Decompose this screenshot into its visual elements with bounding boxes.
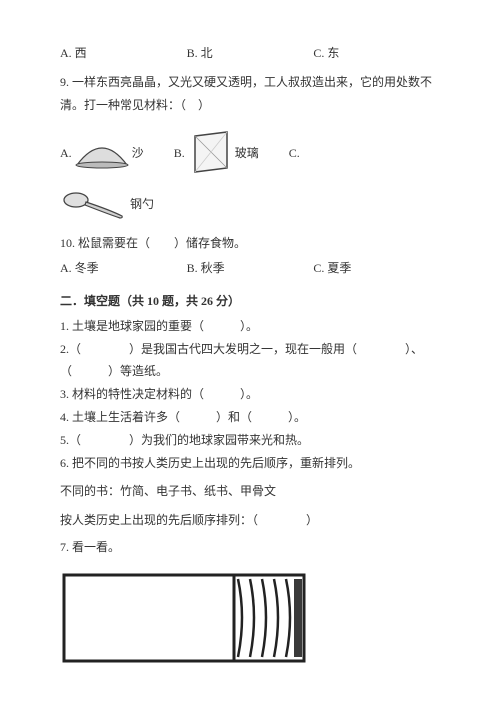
q9-opt-d: 钢勺 xyxy=(60,186,154,222)
section2-title: 二．填空题（共 10 题，共 26 分） xyxy=(60,290,440,313)
q9-options-row2: 钢勺 xyxy=(60,186,440,222)
q10-options: A. 冬季 B. 秋季 C. 夏季 xyxy=(60,257,440,280)
q8-options: A. 西 B. 北 C. 东 xyxy=(60,42,440,65)
fill-item-4: 4. 土壤上生活着许多（ ）和（ ）。 xyxy=(60,406,440,429)
fill-item-3: 3. 材料的特性决定材料的（ ）。 xyxy=(60,383,440,406)
observation-drawing xyxy=(60,569,440,677)
opt-a-prefix: A. xyxy=(60,142,72,165)
fill-item-6: 6. 把不同的书按人类历史上出现的先后顺序，重新排列。 xyxy=(60,452,440,475)
fill-item-1: 1. 土壤是地球家园的重要（ ）。 xyxy=(60,315,440,338)
books-line: 不同的书：竹简、电子书、纸书、甲骨文 xyxy=(60,480,440,503)
opt-c-prefix: C. xyxy=(289,142,300,165)
q8-opt-a: A. 西 xyxy=(60,42,187,65)
glass-pane-icon xyxy=(185,128,235,178)
opt-a-label: 沙 xyxy=(132,142,144,165)
q10-text: 10. 松鼠需要在（ ）储存食物。 xyxy=(60,232,440,255)
opt-b-prefix: B. xyxy=(174,142,185,165)
q9-opt-a: A. 沙 xyxy=(60,133,144,173)
fill-item-2: 2.（ ）是我国古代四大发明之一，现在一般用（ ）、（ ）等造纸。 xyxy=(60,338,440,384)
q9-text: 9. 一样东西亮晶晶，又光又硬又透明，工人叔叔造出来，它的用处数不清。打一种常见… xyxy=(60,71,440,117)
q10-opt-b: B. 秋季 xyxy=(187,257,314,280)
q8-opt-c: C. 东 xyxy=(313,42,440,65)
book-sketch-icon xyxy=(60,569,320,669)
page-root: A. 西 B. 北 C. 东 9. 一样东西亮晶晶，又光又硬又透明，工人叔叔造出… xyxy=(0,0,500,697)
q10-opt-a: A. 冬季 xyxy=(60,257,187,280)
order-line: 按人类历史上出现的先后顺序排列：（ ） xyxy=(60,509,440,532)
fill-list: 1. 土壤是地球家园的重要（ ）。 2.（ ）是我国古代四大发明之一，现在一般用… xyxy=(60,315,440,475)
fill-item-5: 5.（ ）为我们的地球家园带来光和热。 xyxy=(60,429,440,452)
q8-opt-b: B. 北 xyxy=(187,42,314,65)
q9-opt-c: C. xyxy=(289,142,300,165)
spoon-icon xyxy=(60,186,130,222)
q9-opt-b: B. 玻璃 xyxy=(174,128,259,178)
opt-b-label: 玻璃 xyxy=(235,142,259,165)
sand-pile-icon xyxy=(72,133,132,173)
opt-d-label: 钢勺 xyxy=(130,193,154,216)
q10-opt-c: C. 夏季 xyxy=(313,257,440,280)
q9-options-row1: A. 沙 B. 玻璃 C. xyxy=(60,128,440,178)
fill-item-7: 7. 看一看。 xyxy=(60,536,440,559)
